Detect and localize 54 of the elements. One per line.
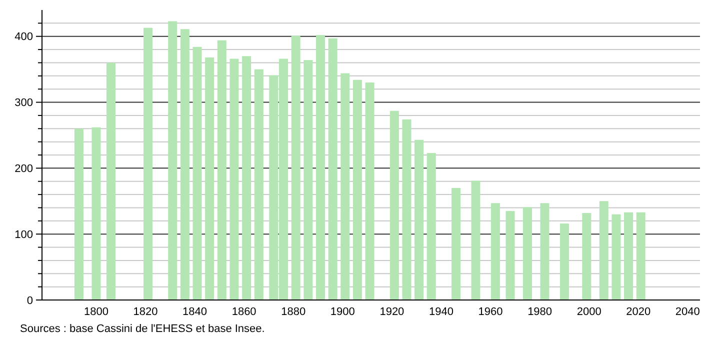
bar xyxy=(414,140,424,300)
y-tick-label: 200 xyxy=(14,163,33,176)
x-tick-label: 1860 xyxy=(232,306,256,318)
bar xyxy=(540,203,550,300)
bar xyxy=(402,119,412,300)
bar xyxy=(291,36,300,300)
bar xyxy=(452,188,461,300)
bar xyxy=(612,214,621,300)
bar xyxy=(599,201,608,300)
x-tick-label: 1800 xyxy=(84,306,108,318)
bar xyxy=(254,69,264,300)
bar xyxy=(560,224,569,300)
bar xyxy=(92,127,101,300)
bar xyxy=(582,213,592,300)
bar xyxy=(217,40,226,300)
bar xyxy=(242,56,252,300)
bar xyxy=(340,73,350,300)
bar xyxy=(205,57,214,300)
source-note: Sources : base Cassini de l'EHESS et base Insee. xyxy=(20,323,265,335)
x-tick-label: 1960 xyxy=(478,306,503,318)
bar xyxy=(304,60,313,300)
bar xyxy=(328,38,338,300)
bar xyxy=(522,207,532,300)
bar xyxy=(365,82,374,300)
x-tick-label: 1920 xyxy=(380,306,404,318)
y-tick-label: 300 xyxy=(14,97,33,110)
bar xyxy=(143,28,152,300)
y-tick-label: 100 xyxy=(14,228,33,241)
y-tick-label: 0 xyxy=(26,294,33,307)
x-tick-label: 2020 xyxy=(626,306,651,318)
bar xyxy=(106,62,116,300)
bar xyxy=(352,80,362,300)
bar xyxy=(390,110,399,300)
x-tick-label: 1840 xyxy=(182,306,208,318)
bar xyxy=(506,211,515,300)
x-tick-label: 1980 xyxy=(528,306,552,318)
x-tick-label: 1940 xyxy=(428,306,454,318)
bar xyxy=(426,153,436,300)
bar xyxy=(192,46,202,300)
x-tick-label: 2000 xyxy=(576,306,602,318)
y-tick-label: 400 xyxy=(14,31,33,44)
bar xyxy=(74,128,84,300)
bar xyxy=(168,21,178,300)
x-tick-label: 1900 xyxy=(330,306,355,318)
x-tick-label: 1880 xyxy=(281,306,306,318)
bar xyxy=(471,180,480,300)
bar xyxy=(490,203,500,300)
bar xyxy=(636,212,646,300)
bar xyxy=(180,29,190,300)
bar xyxy=(624,212,634,300)
x-tick-label: 2040 xyxy=(675,306,700,318)
x-tick-label: 1820 xyxy=(133,306,158,318)
bar xyxy=(316,35,325,300)
bar xyxy=(230,58,239,300)
